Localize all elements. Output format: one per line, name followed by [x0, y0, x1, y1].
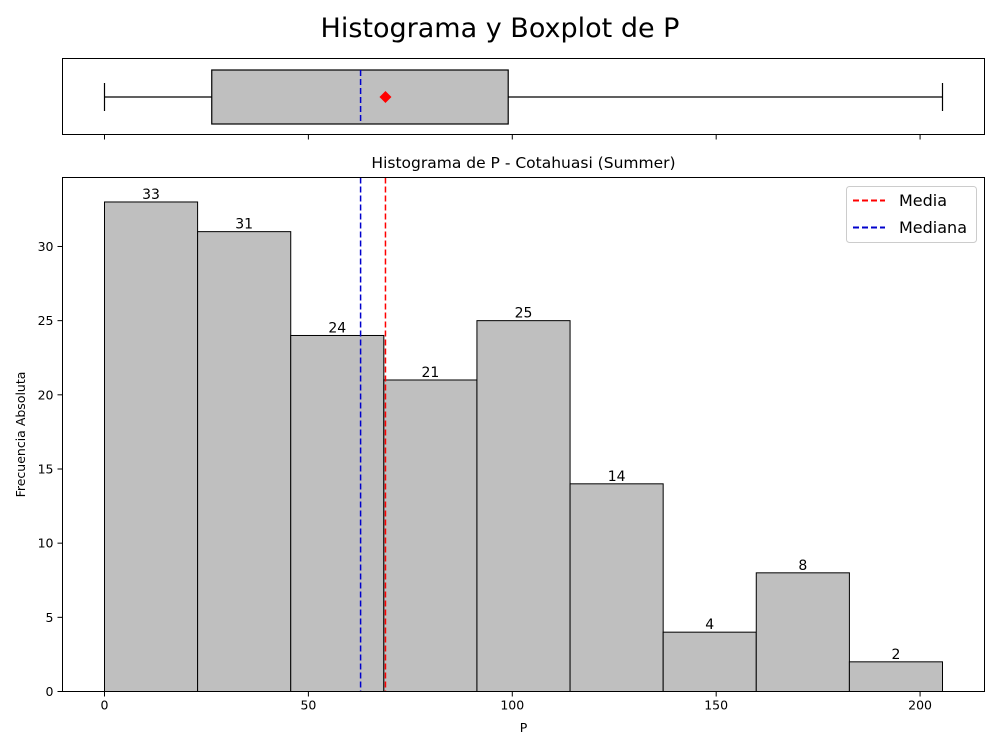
figure-title: Histograma y Boxplot de P [321, 13, 680, 44]
histogram-y-tick-label: 5 [46, 610, 54, 625]
histogram-y-axis-label: Frecuencia Absoluta [13, 372, 28, 498]
histogram-bar-label: 31 [235, 217, 253, 233]
histogram-bars: 33 31 24 21 25 14 4 8 2 [104, 187, 943, 693]
histogram-x-tick-label: 50 [300, 698, 316, 713]
histogram-x-tick-label: 100 [500, 698, 524, 713]
histogram-y-tick-label: 0 [46, 684, 54, 699]
histogram-bar [662, 631, 757, 692]
histogram-frame [62, 177, 985, 692]
histogram-x-axis-label: P [520, 720, 528, 735]
histogram-bar [197, 231, 292, 693]
histogram-x-ticks: 0 50 100 150 200 [101, 691, 932, 713]
boxplot-axes [62, 58, 985, 140]
histogram-y-tick-label: 15 [38, 461, 54, 476]
histogram-reference-lines [359, 177, 387, 692]
histogram-y-ticks: 0 5 10 15 20 25 30 [38, 239, 63, 699]
histogram-x-tick-label: 0 [101, 698, 109, 713]
boxplot-x-ticks [104, 134, 921, 140]
histogram-title: Histograma de P - Cotahuasi (Summer) [371, 154, 675, 172]
histogram-axes: Histograma de P - Cotahuasi (Summer) 333… [13, 154, 985, 735]
histogram-bar [290, 334, 385, 692]
boxplot-content [103, 69, 944, 125]
histogram-bar-label: 24 [328, 320, 346, 336]
boxplot-mean-marker [379, 91, 392, 103]
histogram-bar [848, 661, 943, 693]
histogram-bar-label: 14 [608, 469, 626, 485]
histogram-y-tick-label: 30 [38, 239, 54, 254]
histogram-bar-label: 33 [142, 187, 160, 203]
histogram-x-tick-label: 150 [704, 698, 728, 713]
histogram-bar [569, 483, 664, 693]
histogram-bar-label: 4 [705, 617, 714, 633]
histogram-bar [104, 201, 199, 692]
histogram-bar [476, 320, 571, 692]
histogram-bar-label: 21 [421, 365, 439, 381]
histogram-bar [755, 572, 850, 693]
histogram-x-tick-label: 200 [908, 698, 932, 713]
legend-label-media: Media [899, 191, 947, 210]
legend: Media Mediana [846, 186, 977, 243]
histogram-bar-label: 8 [798, 558, 807, 574]
histogram-y-tick-label: 10 [38, 536, 54, 551]
histogram-bar [383, 379, 478, 692]
histogram-bar-label: 2 [891, 647, 900, 663]
histogram-bar-label: 25 [515, 306, 533, 322]
histogram-y-tick-label: 25 [38, 313, 54, 328]
legend-box [846, 186, 977, 243]
histogram-y-tick-label: 20 [38, 387, 54, 402]
legend-label-mediana: Mediana [899, 218, 967, 237]
boxplot-frame [62, 58, 985, 135]
